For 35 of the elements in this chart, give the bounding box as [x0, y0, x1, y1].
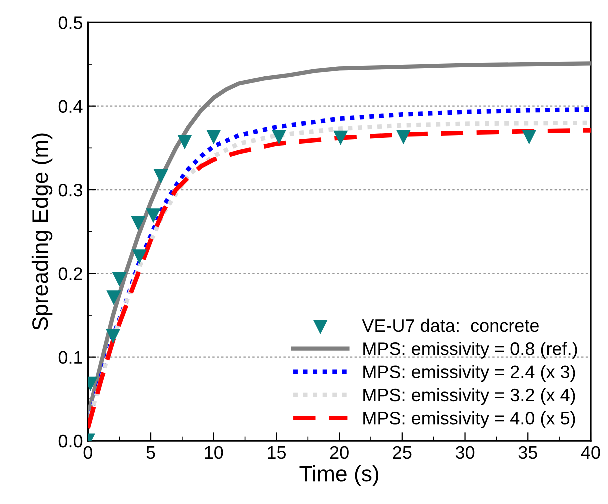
point — [106, 290, 122, 306]
legend-label: MPS: emissivity = 4.0 (x 5) — [364, 412, 576, 428]
point — [334, 130, 348, 146]
point — [131, 216, 146, 231]
point — [272, 130, 287, 145]
point — [154, 169, 168, 184]
x-tick-label: 0 — [84, 446, 92, 460]
point — [178, 135, 192, 150]
point — [132, 250, 147, 264]
point — [146, 208, 161, 224]
point — [396, 130, 411, 145]
x-tick-label: 40 — [581, 446, 600, 460]
x-tick-label: 20 — [330, 446, 349, 460]
x-axis-title: Time (s) — [300, 465, 379, 486]
x-tick-label: 5 — [146, 446, 156, 460]
x-tick-label: 10 — [205, 446, 224, 460]
point — [112, 272, 127, 287]
legend-label: MPS: emissivity = 3.2 (x 4) — [364, 388, 576, 406]
point — [106, 329, 121, 344]
y-tick-label: 0.2 — [58, 268, 82, 280]
legend-label: MPS: emissivity = 0.8 (ref.) — [364, 342, 578, 359]
legend-label: VE-U7 data: concrete — [362, 318, 539, 332]
x-tick-label: 30 — [456, 446, 475, 460]
y-tick-label: 0.0 — [58, 434, 83, 448]
legend-label: MPS: emissivity = 2.4 (x 3) — [364, 365, 576, 382]
y-tick-label: 0.1 — [58, 351, 82, 364]
y-axis-title: Spreading Edge (m) — [32, 134, 53, 330]
point — [522, 130, 537, 145]
y-tick-label: 0.4 — [58, 100, 83, 114]
point — [206, 130, 222, 145]
y-tick-label: 0.5 — [58, 16, 83, 30]
x-tick-label: 35 — [518, 446, 538, 460]
x-tick-label: 15 — [268, 446, 286, 460]
x-tick-label: 25 — [393, 446, 412, 460]
y-tick-label: 0.3 — [58, 184, 83, 197]
